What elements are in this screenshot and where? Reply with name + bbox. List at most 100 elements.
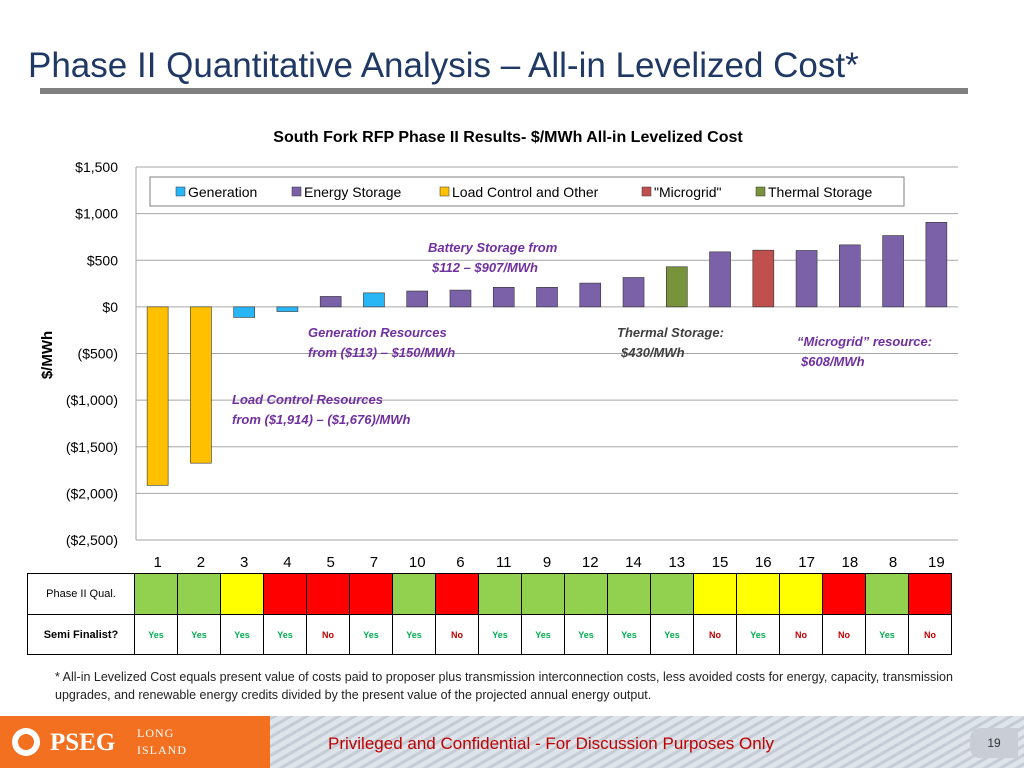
annotation-line: from ($1,914) – ($1,676)/MWh [232,412,411,427]
annotation-line: $608/MWh [800,354,865,369]
logo-sub-line2: ISLAND [137,743,187,757]
bar [579,282,602,308]
annotation: “Microgrid” resource: $608/MWh [797,334,932,369]
semi-finalist-cell: Yes [521,614,565,655]
qual-cell [822,573,866,615]
legend-label: Energy Storage [304,184,401,200]
semi-finalist-cell: Yes [736,614,780,655]
annotation-line: from ($113) – $150/MWh [308,345,455,360]
x-tick-label: 9 [543,554,551,571]
qualification-table: Phase II Qual. Semi Finalist? Yes Yes Yes Y… [27,573,952,655]
y-tick-label: $500 [87,252,118,268]
bar [925,221,948,308]
semi-finalist-cell: Yes [607,614,651,655]
semi-finalist-cell: Yes [392,614,436,655]
semi-finalist-row: Semi Finalist? Yes Yes Yes Yes No Yes Yes No Yes… [27,614,952,655]
x-tick-label: 16 [755,554,772,571]
annotation-line: Generation Resources [308,325,447,340]
qual-cell [779,573,823,615]
x-tick-label: 19 [928,554,945,571]
y-tick-label: $1,000 [75,206,118,222]
legend-swatch [641,186,652,197]
phase-qual-label: Phase II Qual. [27,573,135,615]
qual-cell [177,573,221,615]
legend-label: "Microgrid" [654,184,722,200]
bar [449,289,472,308]
legend-box [149,176,905,207]
qual-cell [306,573,350,615]
legend-swatch [755,186,766,197]
title-divider [40,88,968,94]
page-number: 19 [970,728,1018,758]
logo-name: PSEG [50,729,116,756]
annotation: Thermal Storage: $430/MWh [617,325,724,360]
qual-cell [263,573,307,615]
semi-finalist-cell: Yes [134,614,178,655]
qual-cell [607,573,651,615]
bar [752,249,775,308]
semi-finalist-cell: No [693,614,737,655]
semi-finalist-cell: No [306,614,350,655]
footer-bar: PSEG LONG ISLAND [0,716,1024,768]
x-tick-label: 5 [327,554,335,571]
y-tick-label: ($500) [78,346,118,362]
qual-cell [392,573,436,615]
semi-finalist-cell: Yes [478,614,522,655]
x-tick-label: 3 [240,554,248,571]
qual-cell [134,573,178,615]
bar [492,286,515,308]
annotation-line: “Microgrid” resource: [797,334,932,349]
semi-finalist-cell: No [435,614,479,655]
annotation-line: Battery Storage from [428,240,558,255]
y-tick-label: ($1,500) [66,439,118,455]
annotation: Generation Resources from ($113) – $150/M… [308,325,455,360]
bar [839,244,861,308]
chart-title: South Fork RFP Phase II Results- $/MWh A… [273,129,743,146]
qual-cell [564,573,608,615]
bar [190,306,212,464]
qual-cell [220,573,264,615]
bar [363,292,385,308]
x-tick-label: 10 [409,554,426,571]
bar [882,235,904,308]
x-tick-label: 2 [197,554,205,571]
phase-qual-row: Phase II Qual. [27,573,952,615]
logo-subtitle: LONG ISLAND [137,725,187,759]
bar [233,306,255,318]
x-tick-label: 12 [582,554,599,571]
qual-cell [736,573,780,615]
bar [709,251,731,308]
sun-logo-icon [12,728,40,756]
semi-finalist-label: Semi Finalist? [27,614,135,655]
x-tick-label: 14 [625,554,642,571]
y-axis-label: $/MWh [39,331,56,379]
x-tick-label: 4 [283,554,291,571]
semi-finalist-cell: No [822,614,866,655]
slide-title: Phase II Quantitative Analysis – All-in … [28,46,859,85]
x-tick-label: 7 [370,554,378,571]
bar [276,306,299,312]
bar [319,296,342,308]
x-tick-label: 18 [841,554,858,571]
confidential-notice: Privileged and Confidential - For Discus… [328,734,774,753]
qual-cell [650,573,694,615]
semi-finalist-cell: No [779,614,823,655]
bar [536,286,558,308]
annotation-line: $430/MWh [620,345,685,360]
y-tick-label: ($1,000) [66,392,118,408]
levelized-cost-chart: South Fork RFP Phase II Results- $/MWh A… [39,129,958,571]
semi-finalist-cell: Yes [220,614,264,655]
annotation: Load Control Resources from ($1,914) – ($… [232,392,411,427]
x-tick-label: 6 [456,554,464,571]
x-tick-label: 13 [668,554,685,571]
logo: PSEG LONG ISLAND [0,716,270,768]
bar [795,250,818,308]
footer-stripes [260,716,1024,768]
qual-cell [908,573,952,615]
legend-swatch [439,186,450,197]
y-tick-label: $0 [102,299,118,315]
semi-finalist-cell: Yes [177,614,221,655]
qual-cell [865,573,909,615]
qual-cell [435,573,479,615]
qual-cell [349,573,393,615]
